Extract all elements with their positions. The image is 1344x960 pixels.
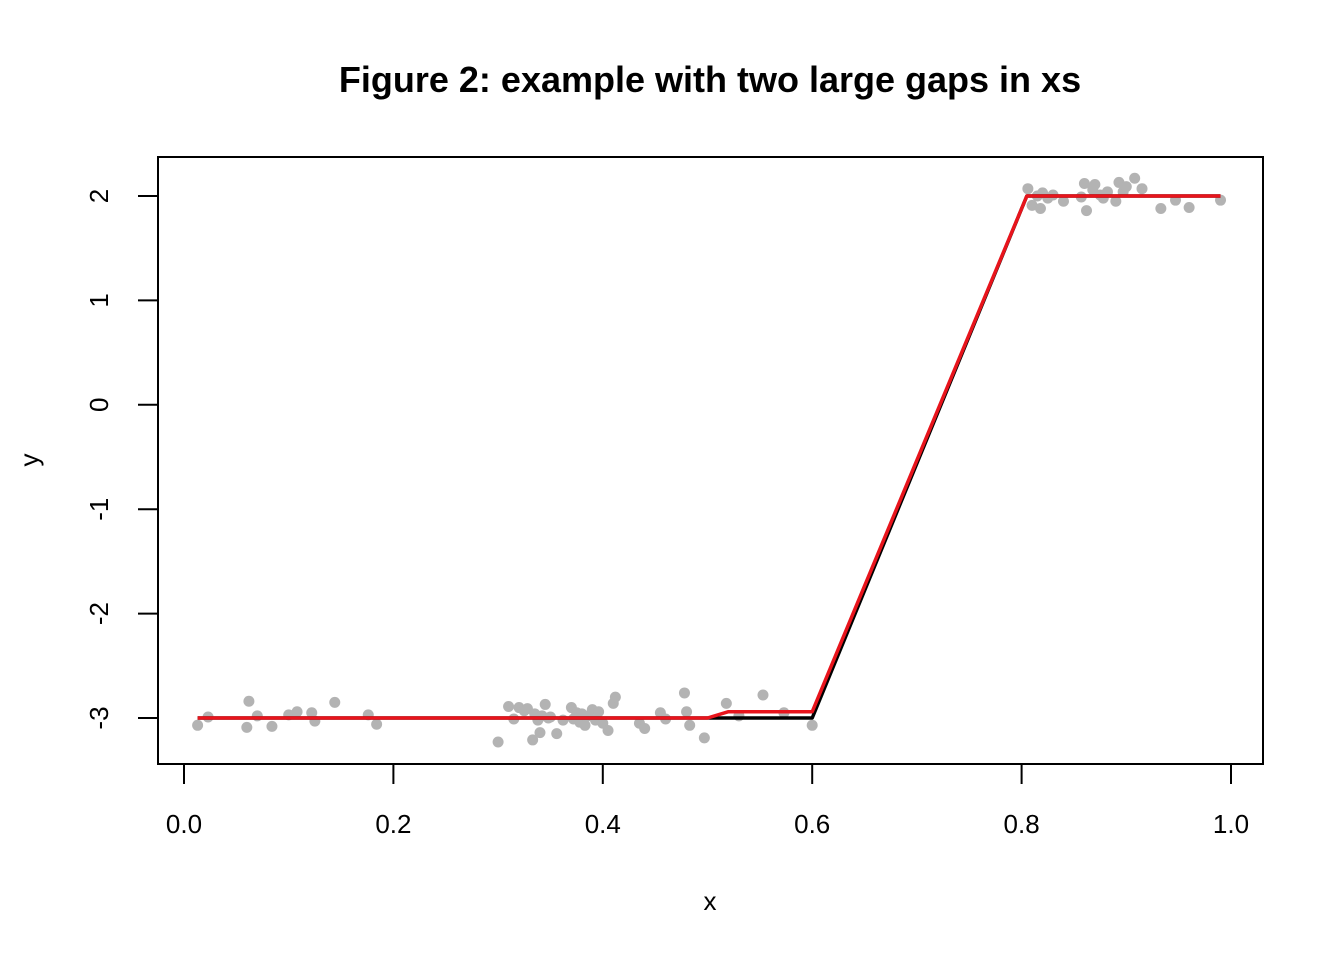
x-tick-label: 0.2 — [375, 809, 411, 839]
data-point — [579, 719, 591, 731]
data-point — [251, 710, 263, 722]
data-point — [527, 734, 539, 746]
data-point — [266, 720, 278, 732]
y-tick-label: 0 — [84, 398, 114, 412]
x-axis-label: x — [704, 886, 717, 916]
chart-title: Figure 2: example with two large gaps in… — [339, 59, 1081, 100]
data-point — [1136, 183, 1148, 195]
x-tick-label: 0.8 — [1004, 809, 1040, 839]
data-point — [1022, 183, 1034, 195]
fit-curve-line — [197, 194, 1221, 720]
data-point — [503, 701, 515, 713]
x-axis: 0.0 0.2 0.4 0.6 0.8 1.0 — [166, 763, 1249, 839]
x-tick-label: 1.0 — [1213, 809, 1249, 839]
data-point — [291, 706, 303, 718]
data-point — [539, 698, 551, 710]
data-point — [492, 736, 504, 748]
data-point — [192, 719, 204, 731]
data-point — [1081, 205, 1093, 217]
data-point — [1078, 177, 1090, 189]
data-point — [1155, 203, 1167, 215]
data-point — [639, 722, 651, 734]
data-point — [678, 687, 690, 699]
data-point — [681, 706, 693, 718]
data-point — [698, 732, 710, 744]
data-point — [1057, 195, 1069, 207]
data-points — [192, 172, 1227, 748]
data-point — [1034, 203, 1046, 215]
data-point — [534, 727, 546, 739]
data-point — [684, 719, 696, 731]
data-point — [306, 707, 318, 719]
data-point — [1089, 179, 1101, 191]
data-point — [806, 719, 818, 731]
y-axis-label: y — [14, 454, 44, 467]
data-point — [551, 728, 563, 740]
data-point — [609, 691, 621, 703]
y-axis: -3 -2 -1 0 1 2 — [84, 189, 159, 730]
data-lines — [197, 194, 1221, 720]
x-tick-label: 0.6 — [794, 809, 830, 839]
y-tick-label: 1 — [84, 293, 114, 307]
data-point — [1183, 201, 1195, 213]
y-tick-label: -3 — [84, 706, 114, 729]
data-point — [243, 695, 255, 707]
data-point — [593, 706, 605, 718]
data-point — [1026, 199, 1038, 211]
plot-frame — [157, 156, 1264, 765]
data-point — [602, 725, 614, 737]
data-point — [241, 721, 253, 733]
data-point — [1110, 195, 1122, 207]
y-tick-label: 2 — [84, 189, 114, 203]
y-tick-label: -2 — [84, 602, 114, 625]
x-tick-label: 0.0 — [166, 809, 202, 839]
data-point — [1129, 172, 1141, 184]
data-point — [557, 714, 569, 726]
data-point — [329, 696, 341, 708]
data-point — [720, 697, 732, 709]
x-tick-label: 0.4 — [585, 809, 621, 839]
data-point — [371, 718, 383, 730]
y-tick-label: -1 — [84, 498, 114, 521]
data-point — [1120, 181, 1132, 193]
data-point — [757, 689, 769, 701]
true-curve-line — [197, 194, 1221, 720]
